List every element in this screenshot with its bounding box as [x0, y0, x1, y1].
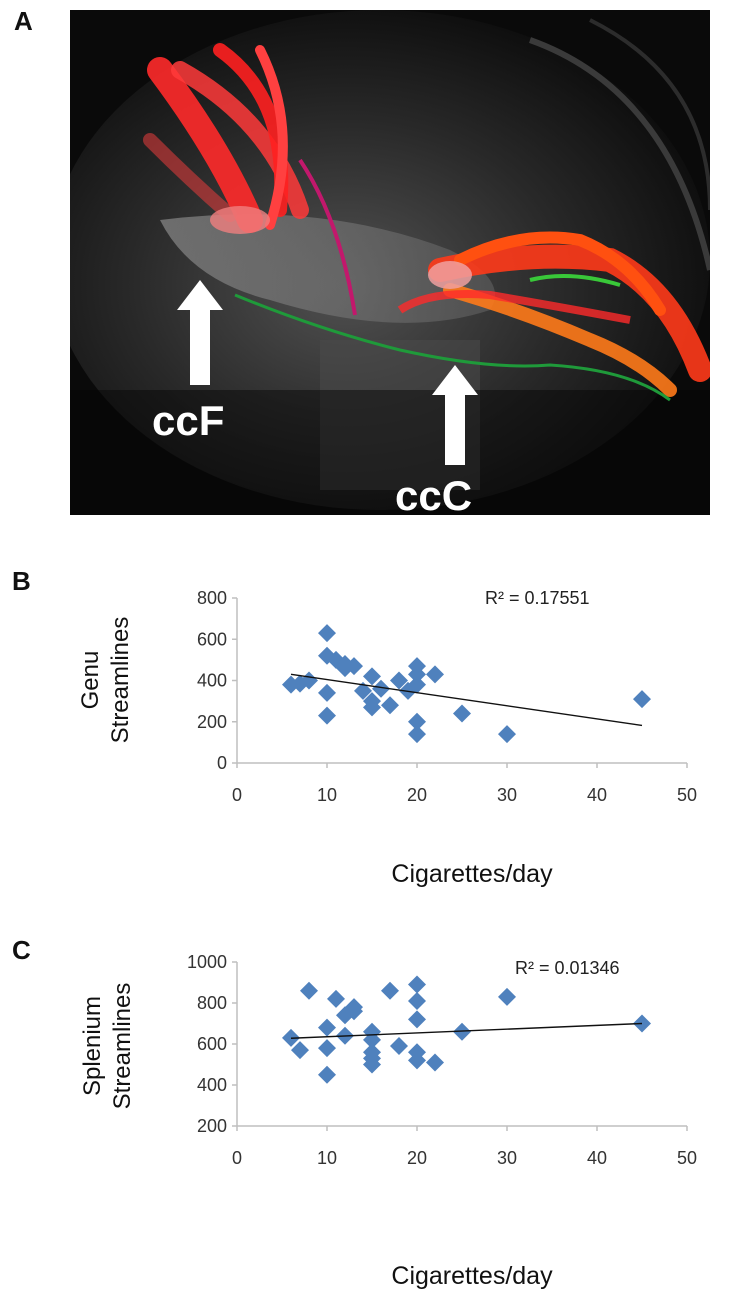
x-tick-label: 0 — [232, 1148, 242, 1168]
x-tick-label: 10 — [317, 785, 337, 805]
data-point — [291, 1041, 309, 1060]
data-point — [408, 991, 426, 1010]
r-squared-annotation: R² = 0.17551 — [485, 588, 590, 608]
y-tick-label: 800 — [197, 993, 227, 1013]
data-point — [345, 998, 363, 1017]
ccc-fiber-bundle — [397, 231, 710, 397]
y-tick-label: 200 — [197, 712, 227, 732]
data-point — [381, 981, 399, 1000]
label-ccf: ccF — [152, 397, 224, 444]
data-point — [318, 624, 336, 643]
data-point — [453, 704, 471, 723]
x-tick-label: 20 — [407, 1148, 427, 1168]
data-point — [381, 696, 399, 715]
data-point — [408, 1010, 426, 1029]
data-point — [390, 671, 408, 690]
data-point — [498, 725, 516, 744]
data-point — [345, 657, 363, 676]
ccf-fiber-bundle — [143, 43, 357, 316]
data-point — [633, 690, 651, 709]
data-point — [498, 987, 516, 1006]
y-tick-label: 200 — [197, 1116, 227, 1136]
y-tick-label: 600 — [197, 629, 227, 649]
data-point — [300, 981, 318, 1000]
data-point — [327, 989, 345, 1008]
y-tick-label: 1000 — [187, 952, 227, 972]
data-point — [408, 725, 426, 744]
data-point — [318, 1065, 336, 1084]
y-axis-label-line1: Splenium — [79, 996, 106, 1096]
data-point — [372, 679, 390, 698]
trendline — [290, 1022, 643, 1039]
panel-label-a: A — [14, 6, 33, 36]
y-tick-label: 600 — [197, 1034, 227, 1054]
label-ccc: ccC — [395, 472, 472, 515]
x-tick-label: 40 — [587, 785, 607, 805]
data-point — [426, 665, 444, 684]
data-point — [408, 665, 426, 684]
y-tick-label: 0 — [217, 753, 227, 773]
x-tick-label: 30 — [497, 1148, 517, 1168]
data-point — [318, 1039, 336, 1058]
y-tick-label: 400 — [197, 671, 227, 691]
arrow-ccf — [177, 280, 223, 385]
panel-label-b: B — [12, 566, 31, 596]
data-point — [363, 1055, 381, 1074]
y-axis-label-line2: Streamlines — [107, 617, 134, 744]
y-axis-label-line1: Genu — [77, 651, 104, 710]
data-point — [363, 698, 381, 717]
data-point — [318, 683, 336, 702]
r-squared-annotation: R² = 0.01346 — [515, 958, 620, 978]
x-tick-label: 0 — [232, 785, 242, 805]
x-tick-label: 50 — [677, 1148, 697, 1168]
arrow-ccc — [432, 365, 478, 465]
brain-contour — [528, 37, 710, 271]
data-point — [318, 706, 336, 725]
x-tick-label: 10 — [317, 1148, 337, 1168]
data-point — [390, 1037, 408, 1056]
data-point — [363, 667, 381, 686]
x-tick-label: 50 — [677, 785, 697, 805]
x-axis-label: Cigarettes/day — [391, 860, 553, 888]
data-point — [408, 675, 426, 694]
corpus-callosum — [160, 214, 495, 323]
x-tick-label: 30 — [497, 785, 517, 805]
green-tract — [234, 293, 671, 402]
splenium-scatter-chart: 200 400 600 800 1000 0 10 20 30 40 50 R² = 0.01346 S… — [79, 952, 697, 1290]
lower-shadow — [70, 390, 710, 515]
brain-contour-outer — [589, 18, 710, 211]
x-tick-label: 20 — [407, 785, 427, 805]
x-axis-label: Cigarettes/day — [391, 1262, 553, 1290]
data-point — [408, 712, 426, 731]
data-point — [408, 975, 426, 994]
tractography-image: ccF ccC — [70, 10, 710, 515]
genu-scatter-chart: 0 200 400 600 800 0 10 20 30 40 50 R² = 0.17551 Genu… — [77, 588, 697, 888]
data-point — [408, 1051, 426, 1070]
x-tick-label: 40 — [587, 1148, 607, 1168]
data-point — [354, 681, 372, 700]
y-tick-label: 400 — [197, 1075, 227, 1095]
y-axis-label-line2: Streamlines — [109, 983, 136, 1110]
y-tick-label: 800 — [197, 588, 227, 608]
data-point — [426, 1053, 444, 1072]
trendline — [290, 673, 643, 727]
panel-label-c: C — [12, 935, 31, 965]
data-point — [318, 1018, 336, 1037]
